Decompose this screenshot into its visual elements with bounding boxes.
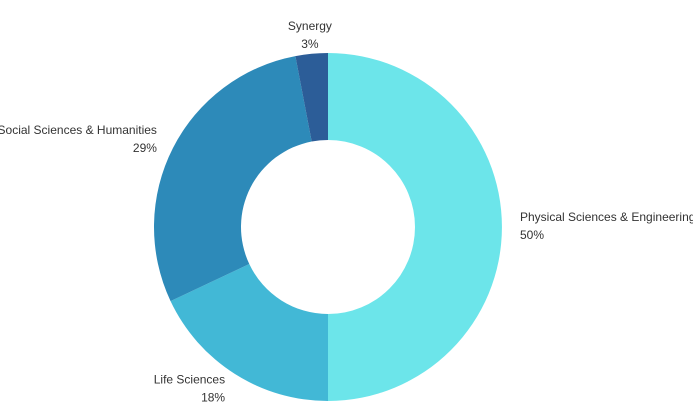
slice-value-label: 29%	[133, 141, 157, 155]
donut-slice	[154, 56, 312, 302]
slice-label: Synergy	[288, 19, 332, 33]
slice-label: Physical Sciences & Engineering	[520, 210, 693, 224]
donut-slice	[295, 53, 328, 142]
donut-slice	[328, 53, 502, 401]
slice-label: Life Sciences	[154, 372, 225, 386]
slice-value-label: 18%	[201, 390, 225, 404]
slice-value-label: 50%	[520, 228, 544, 242]
slice-label: Social Sciences & Humanities	[0, 123, 157, 137]
slice-value-label: 3%	[301, 37, 319, 51]
donut-slice	[170, 264, 328, 401]
